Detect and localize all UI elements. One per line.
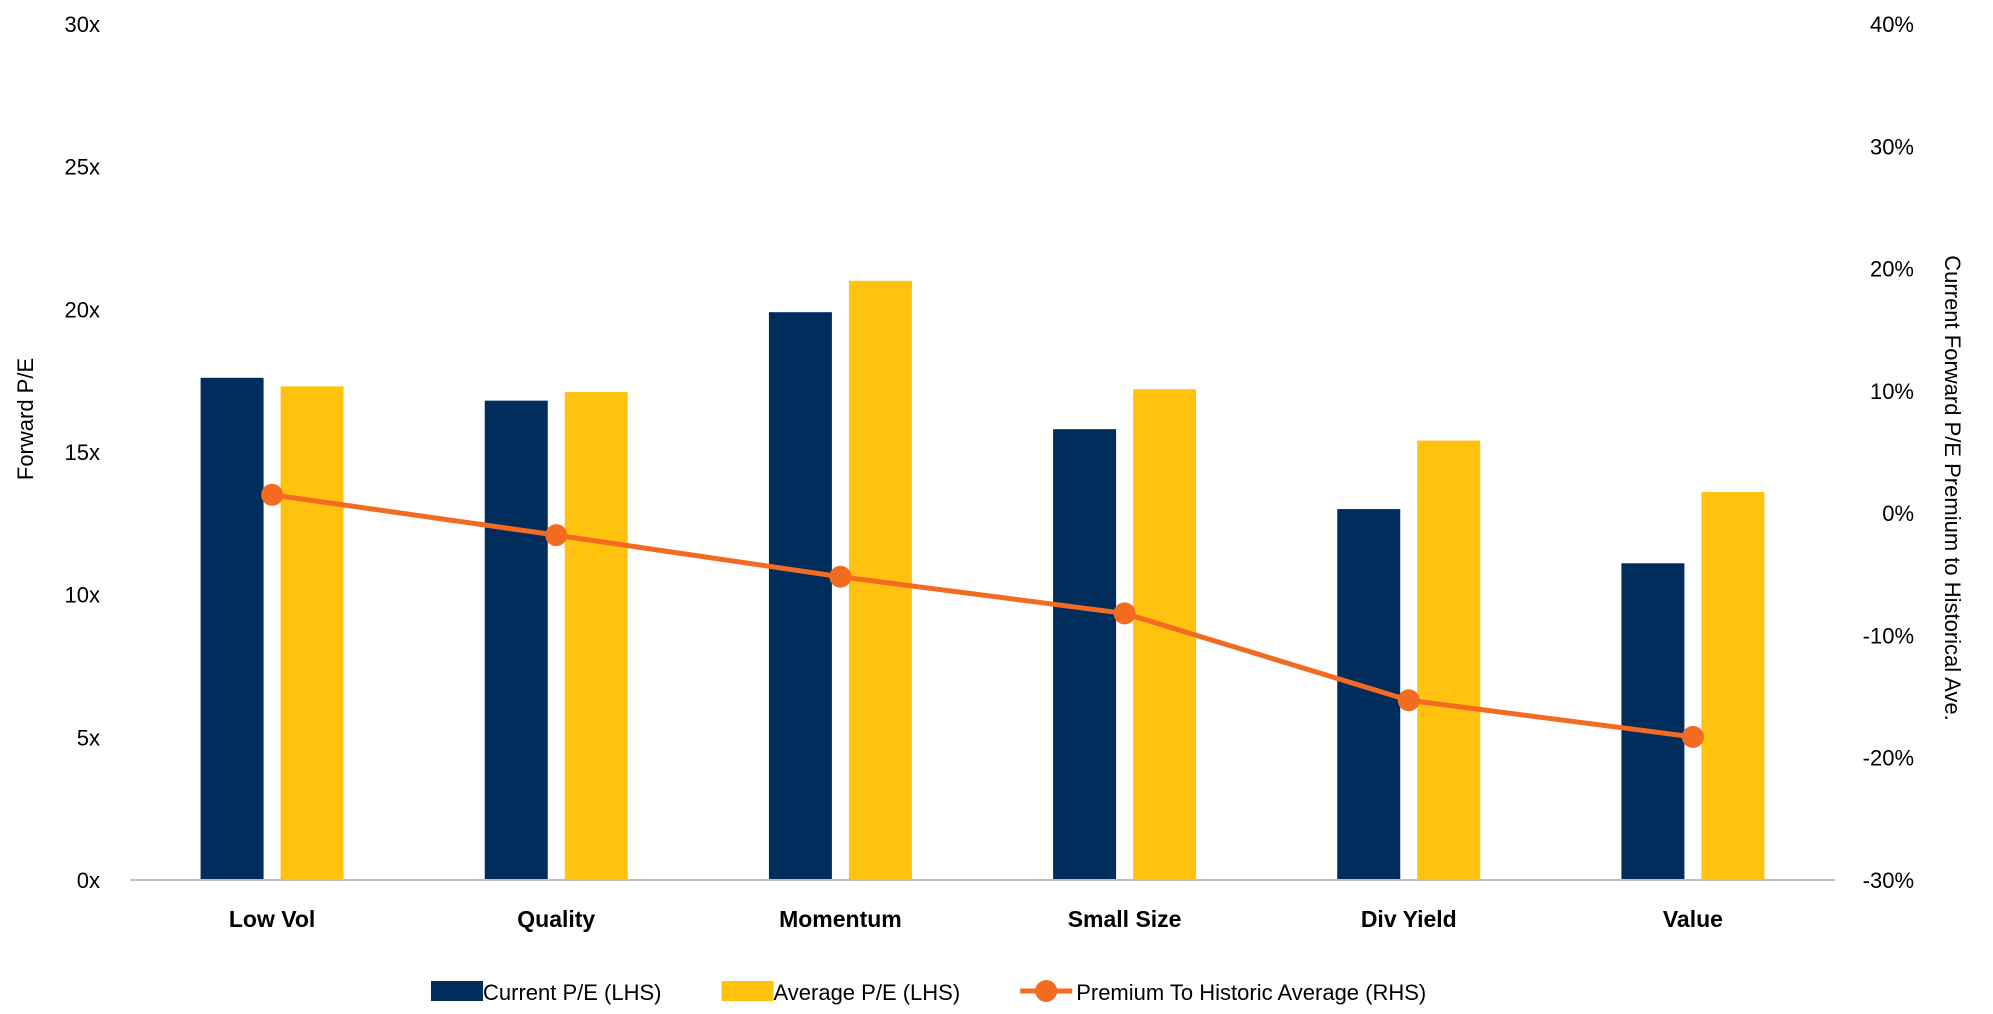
average-pe-bar (280, 386, 344, 880)
right-axis-ticks: -30% -20% -10% 0% 10% 20% 30% 40% (1863, 12, 1914, 893)
premium-point (1113, 602, 1136, 625)
premium-point (829, 565, 852, 588)
premium-point (1681, 725, 1704, 748)
category-label: Small Size (1068, 906, 1182, 932)
category-label: Low Vol (229, 906, 315, 932)
category-label: Momentum (779, 906, 902, 932)
premium-point (1397, 689, 1420, 712)
premium-line-series (261, 483, 1704, 748)
left-tick-label: 5x (77, 725, 100, 750)
current-pe-bar (768, 312, 832, 881)
left-axis-title: Forward P/E (13, 358, 38, 480)
premium-line (271, 492, 1694, 740)
premium-point (261, 483, 284, 506)
current-pe-bar (1621, 563, 1685, 880)
right-tick-label: 10% (1870, 379, 1914, 404)
average-pe-bar (564, 392, 628, 880)
right-tick-label: -10% (1863, 623, 1914, 648)
right-tick-label: 20% (1870, 257, 1914, 282)
left-tick-label: 10x (65, 583, 100, 608)
legend: Current P/E (LHS) Average P/E (LHS) Premiu… (431, 980, 1426, 1005)
current-pe-bar (484, 400, 548, 880)
left-tick-label: 25x (65, 155, 100, 180)
left-tick-label: 0x (77, 868, 100, 893)
average-pe-bar (1417, 440, 1481, 880)
left-tick-label: 15x (65, 440, 100, 465)
right-tick-label: -30% (1863, 868, 1914, 893)
current-pe-bar (200, 377, 264, 880)
legend-marker (1035, 980, 1058, 1002)
premium-point (545, 524, 568, 547)
right-tick-label: -20% (1863, 746, 1914, 771)
current-pe-bar (1053, 429, 1117, 880)
legend-label: Average P/E (LHS) (774, 980, 961, 1005)
category-label: Div Yield (1361, 906, 1457, 932)
legend-label: Current P/E (LHS) (483, 980, 662, 1005)
right-tick-label: 40% (1870, 12, 1914, 37)
right-axis-title: Current Forward P/E Premium to Historica… (1940, 255, 1965, 720)
left-axis-ticks: 0x 5x 10x 15x 20x 25x 30x (65, 12, 100, 893)
right-tick-label: 30% (1870, 134, 1914, 159)
bars (200, 280, 1765, 881)
category-label: Quality (517, 906, 595, 932)
legend-swatch (721, 981, 774, 1001)
legend-swatch (431, 981, 483, 1001)
left-tick-label: 20x (65, 297, 100, 322)
average-pe-bar (1701, 491, 1765, 880)
left-tick-label: 30x (65, 12, 100, 37)
legend-label: Premium To Historic Average (RHS) (1076, 980, 1426, 1005)
category-label: Value (1663, 906, 1723, 932)
right-tick-label: 0% (1882, 501, 1914, 526)
category-labels: Low Vol Quality Momentum Small Size Div Yiel… (229, 906, 1723, 932)
